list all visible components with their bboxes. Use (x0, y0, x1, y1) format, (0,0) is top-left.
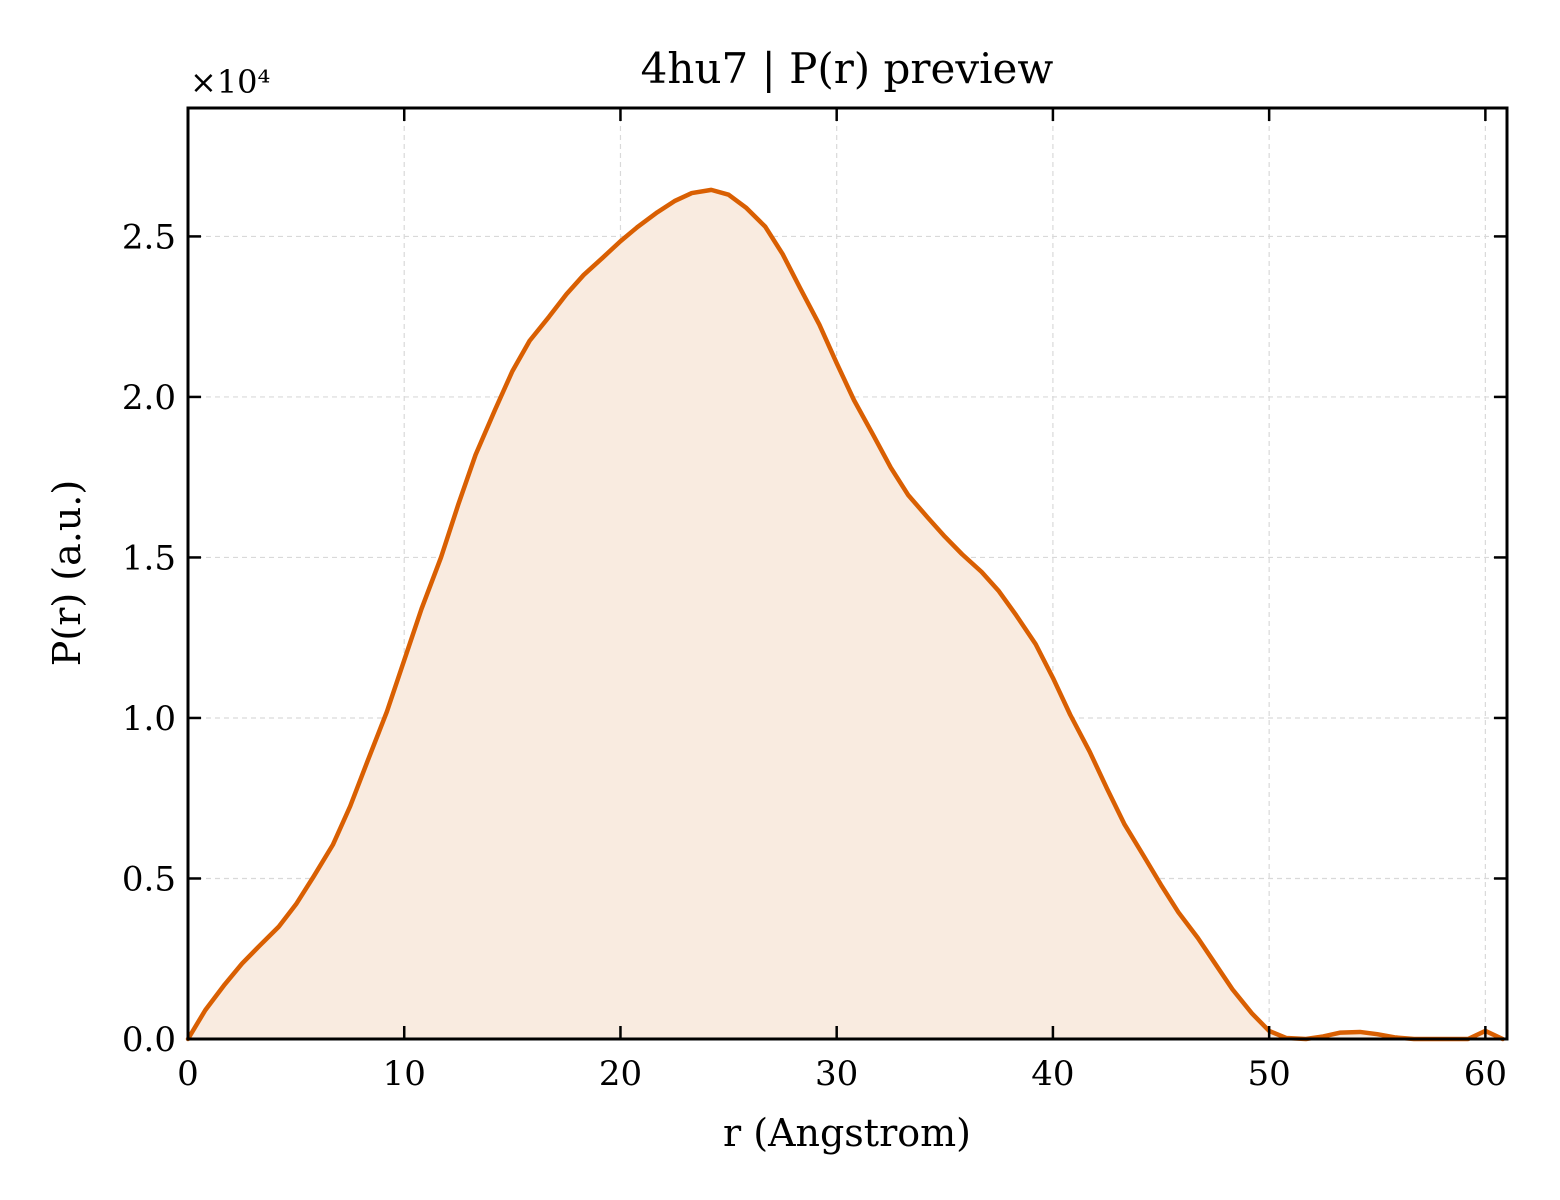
pr-area-fill (188, 189, 1503, 1040)
x-tick-label: 0 (177, 1054, 199, 1094)
y-exponent-label: ×10⁴ (190, 63, 270, 101)
y-tick-label: 1.0 (122, 699, 176, 739)
chart-title: 4hu7 | P(r) preview (641, 44, 1054, 93)
tick-labels: 0 10 20 30 40 50 60 0.0 0.5 1.0 1.5 2.0 2.5 (122, 217, 1507, 1094)
axis-ticks (186, 108, 1507, 1041)
x-tick-label: 40 (1031, 1054, 1074, 1094)
x-tick-label: 50 (1248, 1054, 1291, 1094)
y-tick-label: 2.5 (122, 217, 176, 257)
x-tick-label: 60 (1464, 1054, 1507, 1094)
x-tick-label: 30 (815, 1054, 858, 1094)
y-tick-label: 0.0 (122, 1020, 176, 1060)
x-axis-title: r (Angstrom) (723, 1111, 971, 1155)
plot-frame (186, 106, 1509, 1041)
pr-series-line (185, 187, 1505, 1042)
y-tick-label: 2.0 (122, 378, 176, 418)
x-tick-label: 10 (383, 1054, 426, 1094)
y-tick-label: 0.5 (122, 859, 176, 899)
y-axis-title: P(r) (a.u.) (45, 480, 89, 666)
y-tick-label: 1.5 (122, 538, 176, 578)
x-tick-label: 20 (599, 1054, 642, 1094)
